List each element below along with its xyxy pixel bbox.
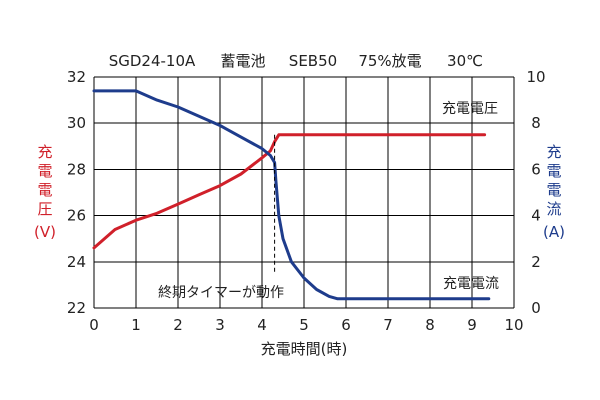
y-right-label-char: 電 [546,162,561,180]
y-right-tick-label: 6 [531,160,541,178]
y-right-tick-label: 10 [526,68,545,86]
y-right-label-char: 流 [546,200,561,218]
x-tick-label: 0 [89,316,99,334]
chart-header: SGD24-10A 蓄電池 SEB50 75%放電 30℃ [109,52,483,70]
y-left-tick-label: 32 [67,68,86,86]
x-tick-label: 4 [257,316,267,334]
y-left-tick-label: 24 [67,253,86,271]
y-right-label-char: 電 [546,181,561,199]
y-right-tick-label: 2 [531,253,541,271]
annotation-label: 終期タイマーが動作 [158,285,284,301]
header-item: SGD24-10A [109,52,196,70]
y-right-unit: (A) [543,223,565,241]
x-tick-label: 3 [215,316,225,334]
x-tick-label: 8 [425,316,435,334]
y-left-tick-label: 22 [67,299,86,317]
axes: 0 1 2 3 4 5 6 7 8 9 102224262830320246810充電時間(時)充電… [34,68,565,358]
header-item: 75%放電 [358,52,421,70]
y-left-tick-label: 28 [67,160,86,178]
series-line [92,89,491,301]
series-line [92,133,487,250]
header-item: 蓄電池 [220,52,265,70]
x-axis-label: 充電時間(時) [261,340,348,358]
x-tick-label: 7 [383,316,393,334]
x-tick-label: 10 [504,316,523,334]
y-left-tick-label: 26 [67,207,86,225]
header-item: 30℃ [447,52,483,70]
grid [93,76,515,309]
x-tick-label: 9 [467,316,477,334]
y-left-label-char: 電 [37,162,52,180]
y-right-tick-label: 8 [531,114,541,132]
y-right-tick-label: 4 [531,207,541,225]
header-item: SEB50 [289,52,337,70]
y-left-unit: (V) [34,223,56,241]
y-right-label-char: 充 [546,143,561,161]
y-left-label-char: 充 [37,143,52,161]
x-tick-label: 1 [131,316,141,334]
y-left-label-char: 電 [37,181,52,199]
series-label-voltage: 充電電圧 [442,101,498,117]
x-tick-label: 6 [341,316,351,334]
x-tick-label: 2 [173,316,183,334]
series-label-current: 充電電流 [443,276,499,292]
y-right-tick-label: 0 [531,299,541,317]
annotation-layer: 終期タイマーが動作 [158,134,284,301]
y-left-label-char: 圧 [37,200,52,218]
y-left-tick-label: 30 [67,114,86,132]
x-tick-label: 5 [299,316,309,334]
